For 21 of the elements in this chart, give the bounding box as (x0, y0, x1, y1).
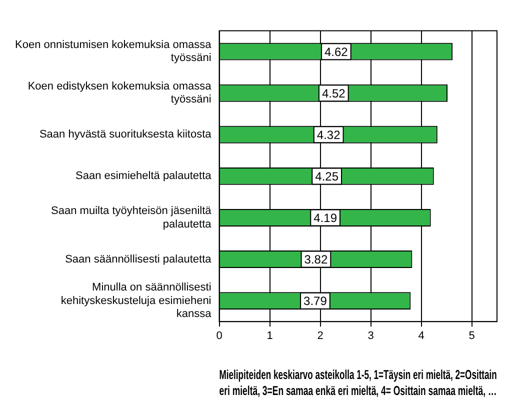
data-label: 4.32 (316, 128, 341, 142)
data-label: 3.82 (304, 252, 328, 267)
data-label: 4.52 (322, 86, 346, 100)
y-tick-label: Koen edistyksen kokemuksia omassa työssäni (28, 80, 212, 106)
y-tick-label: Koen onnistumisen kokemuksia omassa työssäni (15, 39, 212, 64)
x-tick-label: 2 (317, 330, 324, 342)
x-tick-label: 3 (368, 330, 374, 342)
data-label: 4.62 (324, 44, 348, 59)
x-tick-label: 5 (468, 330, 475, 342)
data-label: 3.79 (304, 294, 328, 308)
x-axis-title: Mielipiteiden keskiarvo asteikolla 1-5, 1=Täysin eri mieltä, 2=Osittain eri mieltä, 3=En samaa enkä eri mieltä, 4= Osittain samaa mieltä, … (219, 368, 498, 398)
y-tick-label: Minulla on säännöllisesti kehityskeskusteluja esimieheni kanssa (60, 282, 212, 320)
x-tick-label: 1 (266, 330, 273, 342)
x-tick-label: 4 (418, 330, 424, 342)
data-label: 4.19 (314, 211, 338, 226)
x-tick-label: 0 (216, 330, 222, 342)
y-tick-label: Saan esimieheltä palautetta (76, 170, 212, 182)
y-tick-label: Saan muilta työyhteisön jäseniltä palautetta (51, 205, 212, 230)
y-tick-label: Saan hyvästä suorituksesta kiitosta (39, 128, 212, 141)
data-label: 4.25 (315, 170, 339, 184)
y-tick-label: Saan säännöllisesti palautetta (65, 253, 212, 266)
